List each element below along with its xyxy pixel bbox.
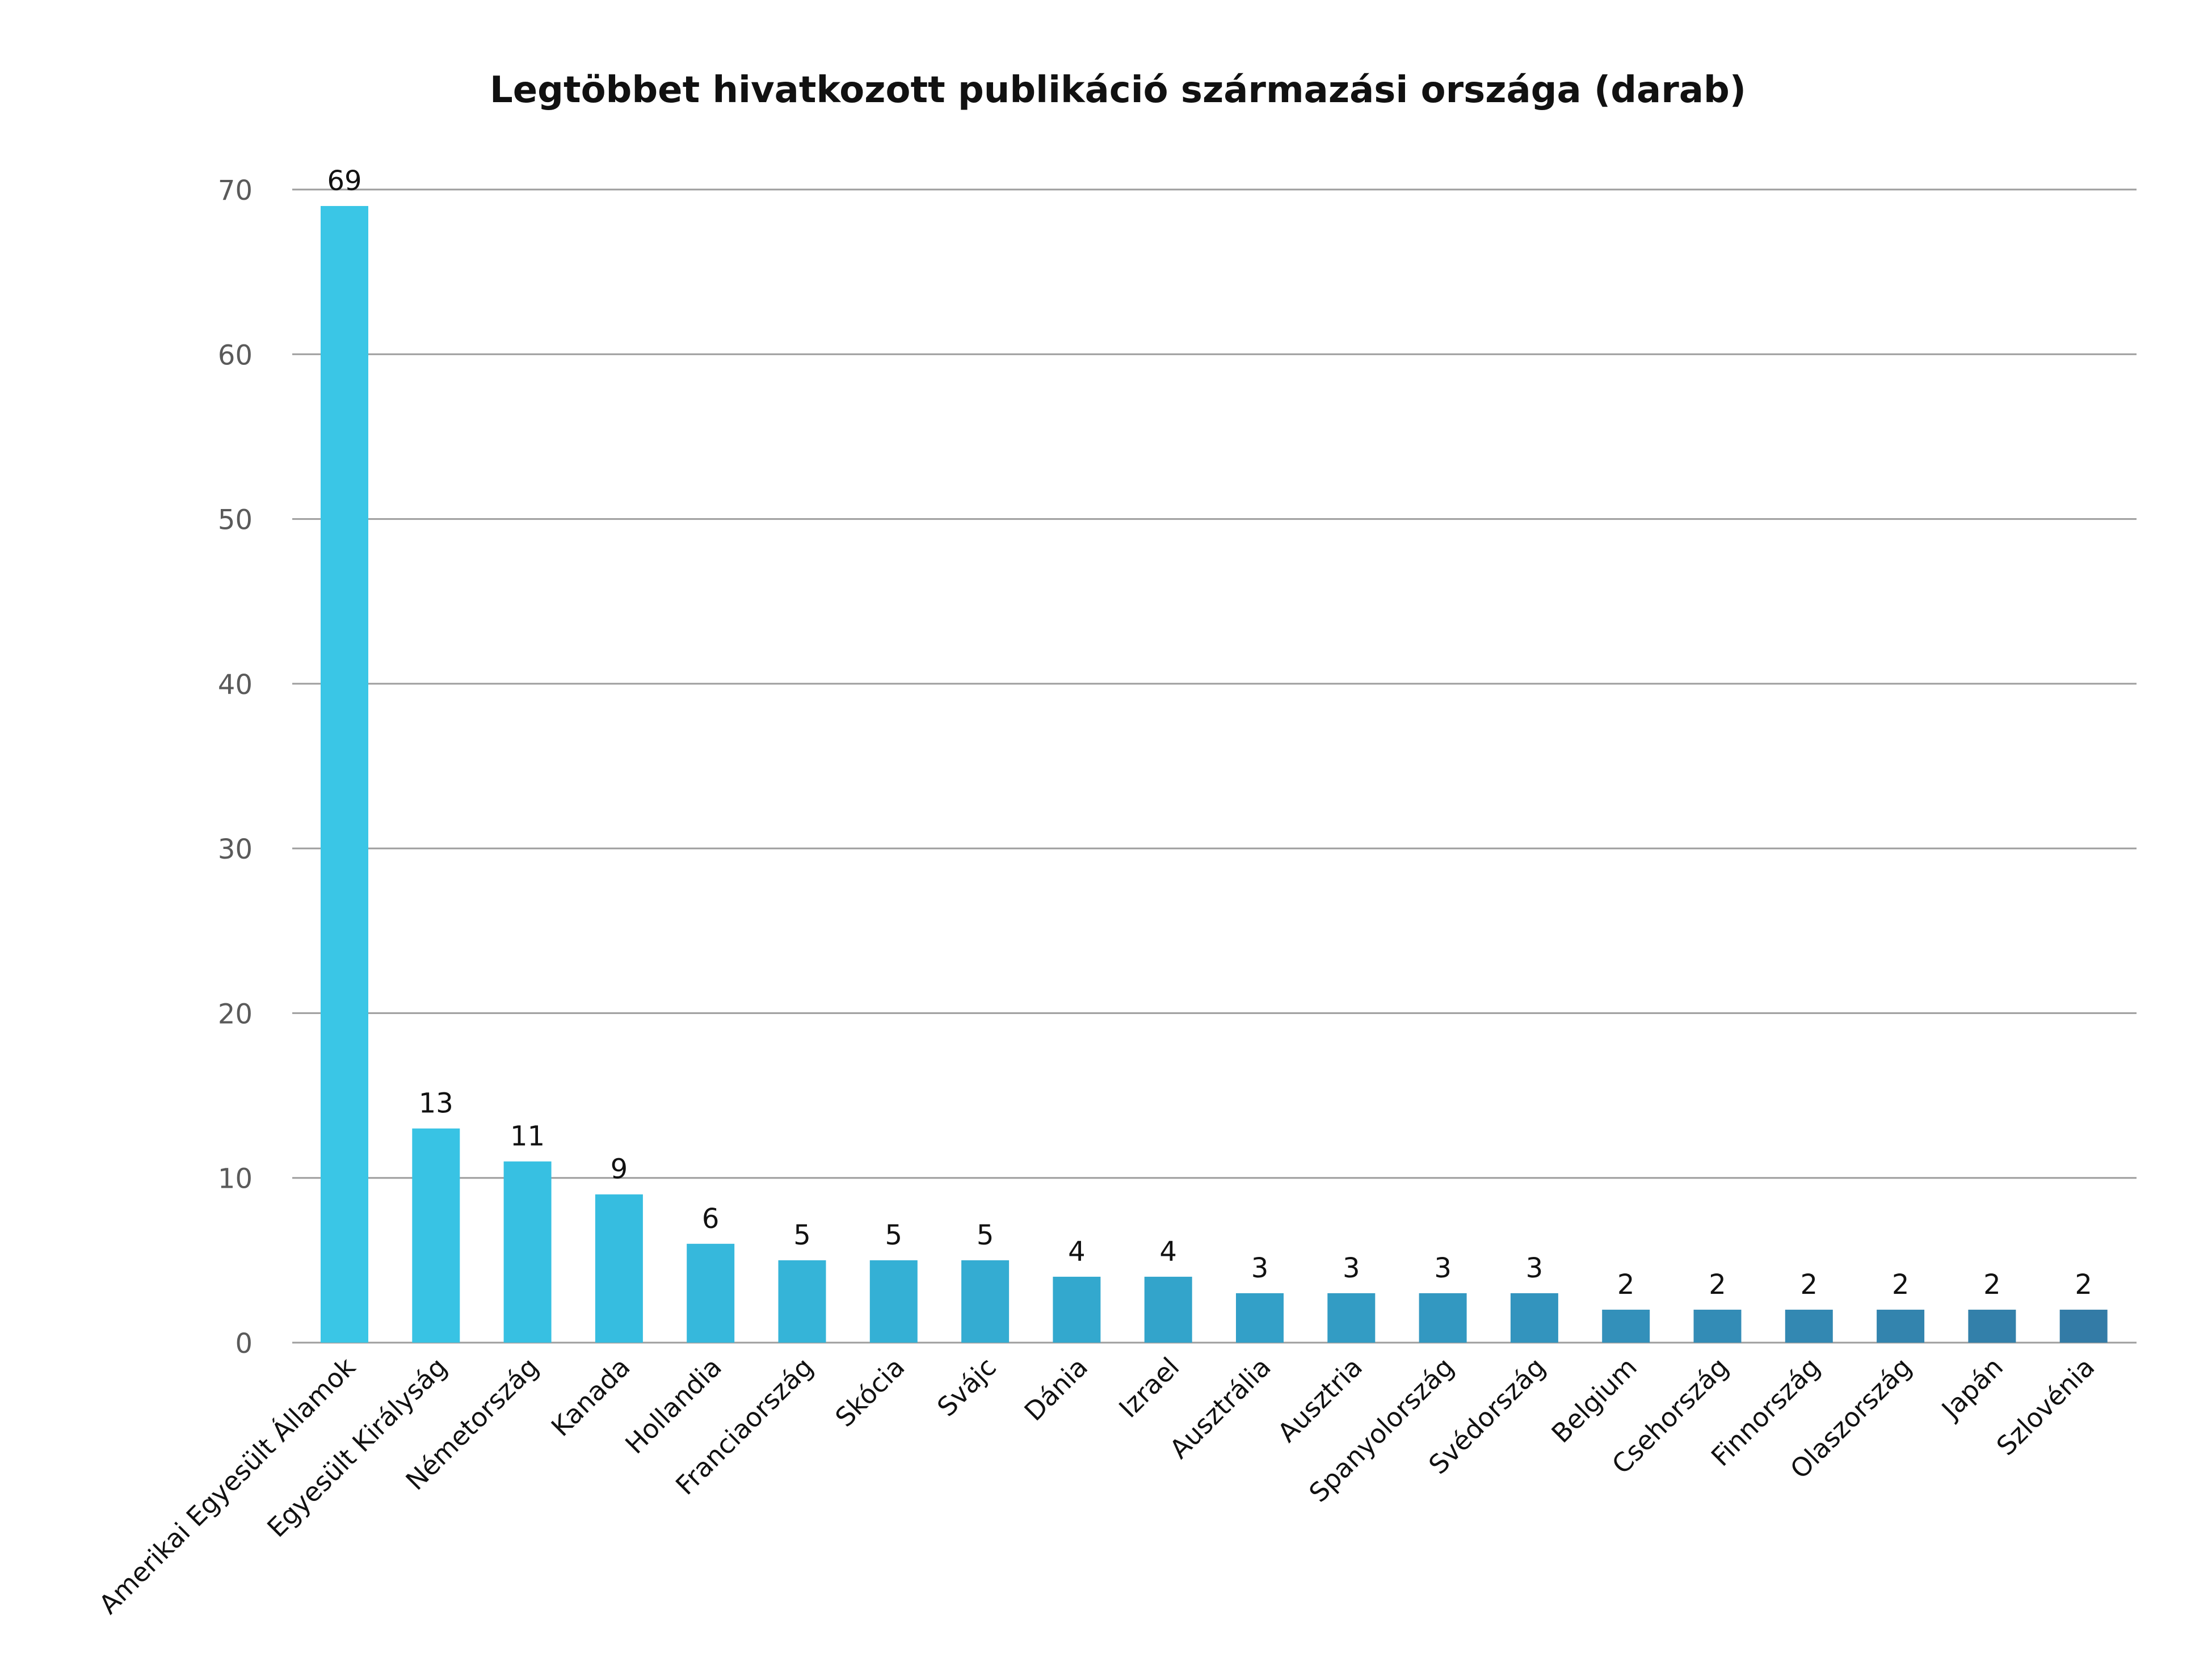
bar-12: [1419, 1293, 1467, 1343]
bar-9: [1144, 1276, 1192, 1343]
value-label-0: 69: [327, 165, 361, 197]
bar-10: [1236, 1293, 1284, 1343]
chart-title: Legtöbbet hivatkozott publikáció származ…: [490, 69, 1746, 111]
value-label-18: 2: [1983, 1269, 2001, 1301]
value-label-12: 3: [1434, 1252, 1452, 1284]
bar-17: [1877, 1309, 1925, 1343]
value-label-13: 3: [1526, 1252, 1544, 1284]
x-tick-label-14: Belgium: [1545, 1352, 1643, 1449]
bar-2: [503, 1161, 552, 1343]
x-tick-label-6: Skócia: [829, 1352, 910, 1433]
x-tick-label-10: Ausztrália: [1164, 1352, 1277, 1465]
x-tick-label-3: Kanada: [545, 1352, 636, 1443]
y-tick-label-60: 60: [218, 339, 253, 371]
y-tick-label-10: 10: [218, 1163, 253, 1195]
y-tick-label-0: 0: [235, 1328, 253, 1360]
value-label-7: 5: [977, 1219, 994, 1251]
y-tick-label-40: 40: [218, 669, 253, 701]
bar-3: [595, 1194, 643, 1343]
bar-5: [778, 1260, 826, 1343]
x-tick-label-1: Egyesült Királyság: [261, 1352, 453, 1544]
x-tick-label-8: Dánia: [1018, 1352, 1094, 1427]
value-label-3: 9: [611, 1154, 628, 1185]
bar-8: [1053, 1276, 1101, 1343]
gridlines: [292, 188, 2137, 1344]
bar-15: [1693, 1309, 1742, 1343]
bar-0: [321, 206, 368, 1343]
value-label-8: 4: [1068, 1236, 1086, 1268]
x-tick-label-9: Izrael: [1113, 1352, 1185, 1424]
value-label-17: 2: [1892, 1269, 1910, 1301]
bar-18: [1968, 1309, 2016, 1343]
bar-16: [1785, 1309, 1833, 1343]
value-label-1: 13: [419, 1088, 453, 1120]
value-label-9: 4: [1159, 1236, 1177, 1268]
x-tick-label-18: Japán: [1935, 1352, 2009, 1426]
x-tick-label-7: Svájc: [931, 1352, 1002, 1423]
value-label-2: 11: [510, 1121, 545, 1153]
value-label-15: 2: [1709, 1269, 1726, 1301]
bar-7: [961, 1260, 1010, 1343]
value-label-4: 6: [702, 1203, 720, 1235]
y-tick-label-20: 20: [218, 998, 253, 1030]
value-label-14: 2: [1617, 1269, 1635, 1301]
x-tick-label-19: Szlovénia: [1991, 1352, 2101, 1462]
y-axis-ticks: 0 10 20 30 40 50 60 70: [218, 175, 253, 1360]
bar-1: [412, 1128, 460, 1343]
value-labels: 69 13 11 9 6 5 5 5 4 4 3 3 3 3 2 2 2 2 2 2: [327, 165, 2092, 1301]
value-label-19: 2: [2075, 1269, 2092, 1301]
value-label-11: 3: [1343, 1252, 1360, 1284]
y-tick-label-50: 50: [218, 504, 253, 536]
value-label-5: 5: [793, 1219, 811, 1251]
value-label-6: 5: [885, 1219, 903, 1251]
bar-11: [1327, 1293, 1376, 1343]
value-label-16: 2: [1801, 1269, 1818, 1301]
bar-19: [2059, 1309, 2108, 1343]
bar-14: [1602, 1309, 1650, 1343]
y-tick-label-70: 70: [218, 175, 253, 207]
bar-6: [869, 1260, 918, 1343]
value-label-10: 3: [1251, 1252, 1269, 1284]
bar-13: [1510, 1293, 1558, 1343]
bar-4: [687, 1243, 735, 1343]
x-tick-label-11: Ausztria: [1272, 1352, 1368, 1448]
y-tick-label-30: 30: [218, 834, 253, 865]
bars: [321, 206, 2108, 1343]
